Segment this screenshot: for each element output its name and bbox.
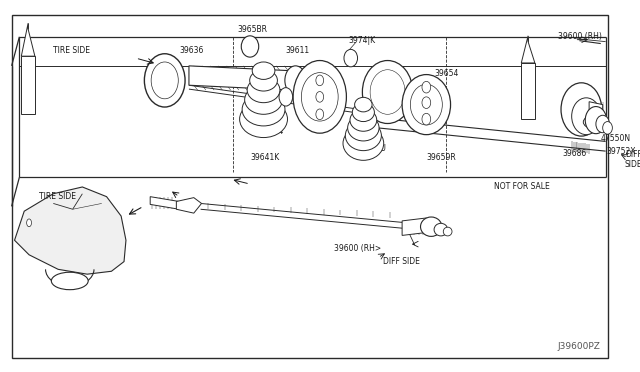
Polygon shape	[402, 218, 431, 235]
Ellipse shape	[250, 70, 277, 91]
Ellipse shape	[434, 223, 447, 236]
Ellipse shape	[244, 85, 282, 114]
Ellipse shape	[422, 97, 431, 109]
Ellipse shape	[362, 61, 413, 124]
Text: 47550N: 47550N	[601, 134, 631, 143]
Ellipse shape	[603, 122, 612, 134]
Polygon shape	[150, 197, 179, 209]
Ellipse shape	[422, 113, 431, 125]
Text: 3965BU: 3965BU	[237, 73, 268, 82]
Ellipse shape	[410, 84, 442, 125]
Text: NOT FOR SALE: NOT FOR SALE	[494, 183, 550, 192]
Ellipse shape	[348, 115, 379, 141]
Polygon shape	[21, 23, 35, 56]
Ellipse shape	[343, 126, 384, 160]
Ellipse shape	[583, 116, 603, 128]
Text: TIRE SIDE: TIRE SIDE	[39, 192, 76, 201]
Ellipse shape	[242, 93, 285, 126]
Ellipse shape	[239, 101, 287, 138]
Ellipse shape	[51, 272, 88, 290]
Ellipse shape	[316, 75, 324, 86]
Ellipse shape	[145, 54, 185, 107]
Ellipse shape	[285, 66, 306, 95]
Ellipse shape	[402, 74, 451, 135]
Text: 39600D: 39600D	[373, 69, 403, 78]
Ellipse shape	[444, 227, 452, 236]
Ellipse shape	[293, 61, 346, 133]
Ellipse shape	[279, 88, 292, 106]
Ellipse shape	[355, 97, 372, 112]
Text: DIFF SIDE: DIFF SIDE	[383, 257, 420, 266]
Ellipse shape	[561, 83, 602, 136]
Ellipse shape	[301, 73, 338, 121]
Bar	[522, 63, 535, 119]
Ellipse shape	[346, 121, 381, 151]
Text: 39634: 39634	[260, 127, 284, 136]
Ellipse shape	[422, 81, 431, 93]
Polygon shape	[589, 102, 603, 124]
Ellipse shape	[316, 92, 324, 102]
Text: 39611: 39611	[286, 46, 310, 55]
Polygon shape	[177, 198, 202, 213]
Text: 3965BR: 3965BR	[237, 25, 268, 33]
Text: 39636: 39636	[179, 46, 204, 55]
Polygon shape	[522, 36, 535, 63]
Ellipse shape	[344, 49, 358, 67]
Text: 39600 (RH>: 39600 (RH>	[334, 244, 381, 253]
Ellipse shape	[151, 62, 179, 99]
Ellipse shape	[247, 77, 280, 103]
Ellipse shape	[27, 219, 31, 227]
Text: 39686: 39686	[562, 148, 586, 158]
Ellipse shape	[241, 36, 259, 57]
Ellipse shape	[316, 109, 324, 120]
Text: SIDE: SIDE	[625, 160, 640, 169]
Ellipse shape	[585, 106, 607, 134]
Text: TIRE SIDE: TIRE SIDE	[53, 46, 90, 55]
Ellipse shape	[572, 98, 601, 135]
Ellipse shape	[596, 115, 609, 133]
Polygon shape	[15, 187, 126, 274]
Text: 39659R: 39659R	[426, 153, 456, 163]
Text: DIFF: DIFF	[625, 151, 640, 160]
Text: 39752X: 39752X	[607, 147, 636, 155]
Text: J39600PZ: J39600PZ	[557, 342, 600, 351]
Polygon shape	[189, 66, 291, 90]
Text: 39659U: 39659U	[356, 144, 387, 153]
Text: 3974|K: 3974|K	[349, 36, 376, 45]
Bar	[21, 56, 35, 114]
Text: 39600 (RH): 39600 (RH)	[558, 32, 602, 41]
Text: 39641K: 39641K	[250, 153, 279, 163]
Ellipse shape	[420, 217, 442, 236]
Ellipse shape	[252, 62, 275, 79]
Ellipse shape	[370, 70, 405, 114]
Ellipse shape	[350, 109, 377, 131]
Ellipse shape	[352, 103, 374, 122]
Text: 39654: 39654	[434, 69, 458, 78]
Ellipse shape	[591, 121, 606, 131]
